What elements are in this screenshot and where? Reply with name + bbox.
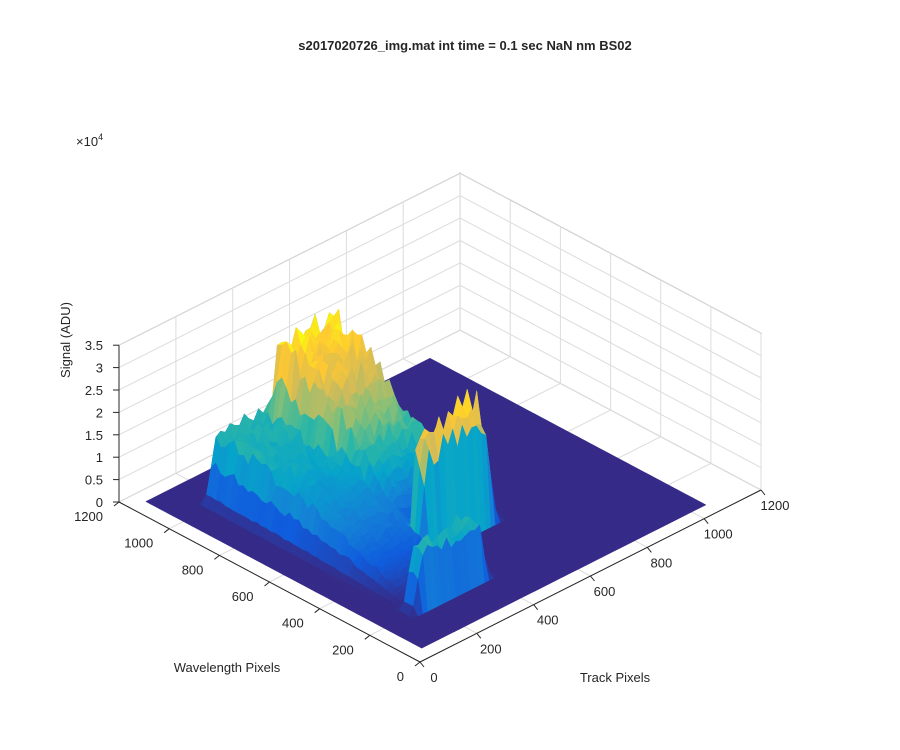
z-tick-label: 0 xyxy=(96,495,103,510)
z-tick-label: 0.5 xyxy=(85,473,103,488)
z-tick-label: 3.5 xyxy=(85,338,103,353)
x-axis-label: Track Pixels xyxy=(580,670,651,685)
y-tick-mark xyxy=(113,501,120,507)
z-axis-label: Signal (ADU) xyxy=(58,302,73,378)
x-tick-label: 600 xyxy=(594,584,616,599)
y-tick-label: 400 xyxy=(282,616,304,631)
y-tick-mark xyxy=(414,661,421,667)
grid-line xyxy=(459,262,762,424)
grid-line xyxy=(118,195,461,369)
y-tick-label: 200 xyxy=(332,642,354,657)
y-tick-label: 0 xyxy=(397,669,404,684)
x-tick-label: 1000 xyxy=(704,527,733,542)
grid-line xyxy=(118,217,461,391)
x-tick-label: 200 xyxy=(480,641,502,656)
x-tick-mark xyxy=(419,661,425,668)
z-tick-label: 2 xyxy=(96,405,103,420)
grid-line xyxy=(459,284,762,446)
z-tick-label: 1 xyxy=(96,450,103,465)
y-tick-label: 800 xyxy=(182,562,204,577)
chart-title: s2017020726_img.mat int time = 0.1 sec N… xyxy=(298,38,632,53)
x-tick-mark xyxy=(647,547,652,553)
x-tick-label: 0 xyxy=(430,670,437,685)
y-tick-mark xyxy=(314,608,321,614)
surface-patch xyxy=(416,643,427,649)
x-tick-mark xyxy=(476,632,482,639)
y-axis-label: Wavelength Pixels xyxy=(174,660,281,675)
grid-line xyxy=(459,329,762,491)
x-tick-mark xyxy=(760,489,766,496)
grid-line xyxy=(459,240,762,401)
grid-line xyxy=(118,240,461,413)
x-tick-mark xyxy=(703,518,709,525)
z-multiplier: ×10 xyxy=(76,134,98,149)
z-tick-label: 3 xyxy=(96,361,103,376)
y-tick-label: 1200 xyxy=(74,509,103,524)
x-tick-label: 400 xyxy=(537,613,559,628)
axis-ticks: 0200400600800100012000200400600800100012… xyxy=(74,338,789,685)
x-tick-mark xyxy=(590,575,595,582)
y-tick-mark xyxy=(264,581,270,587)
y-tick-label: 1000 xyxy=(124,536,153,551)
grid-line xyxy=(118,172,461,346)
y-tick-mark xyxy=(214,555,220,560)
grid-line xyxy=(459,172,762,334)
z-tick-label: 1.5 xyxy=(85,428,103,443)
x-tick-label: 800 xyxy=(651,555,673,570)
surface-plot xyxy=(145,308,707,649)
z-tick-label: 2.5 xyxy=(85,383,103,398)
grid-line xyxy=(459,217,762,379)
y-tick-mark xyxy=(364,634,371,640)
y-tick-mark xyxy=(163,528,170,534)
z-exponent-label: ×104 xyxy=(76,132,103,149)
grid-line xyxy=(459,195,762,357)
y-tick-label: 600 xyxy=(232,589,254,604)
z-exponent: 4 xyxy=(98,132,103,142)
x-tick-mark xyxy=(533,604,539,611)
grid-line xyxy=(459,307,762,469)
x-tick-label: 1200 xyxy=(761,498,790,513)
